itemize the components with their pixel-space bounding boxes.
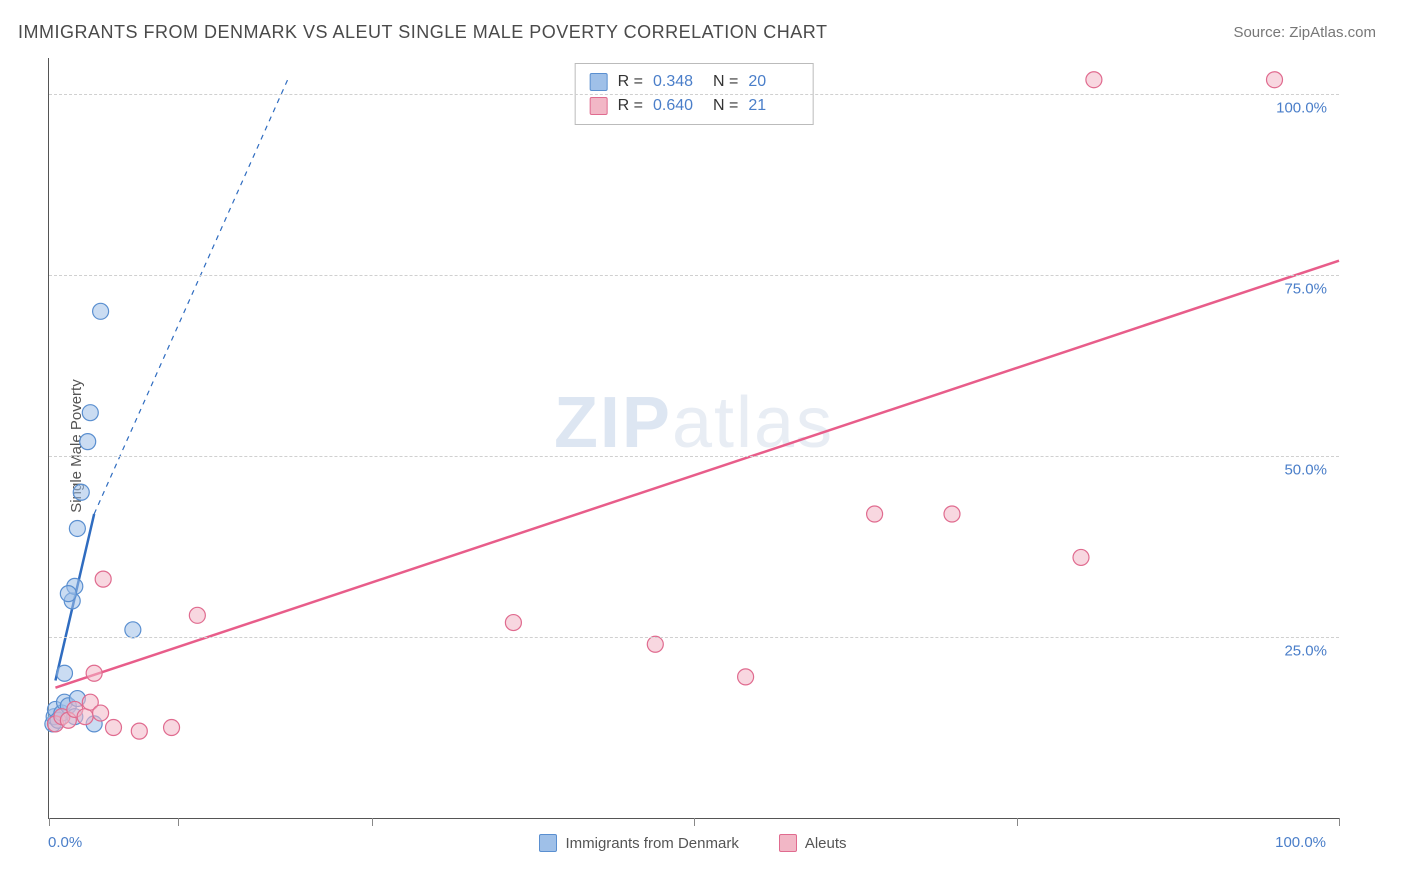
chart-svg xyxy=(49,58,1339,818)
scatter-point xyxy=(189,607,205,623)
scatter-point xyxy=(93,303,109,319)
gridline-h xyxy=(49,637,1339,638)
scatter-point xyxy=(86,665,102,681)
y-tick-label: 25.0% xyxy=(1284,643,1327,660)
scatter-point xyxy=(944,506,960,522)
page-title: IMMIGRANTS FROM DENMARK VS ALEUT SINGLE … xyxy=(18,22,827,43)
scatter-point xyxy=(647,636,663,652)
scatter-point xyxy=(69,520,85,536)
x-tick xyxy=(178,818,179,826)
x-tick xyxy=(49,818,50,826)
scatter-point xyxy=(82,405,98,421)
scatter-point xyxy=(164,720,180,736)
legend-label: Immigrants from Denmark xyxy=(565,835,738,852)
y-tick-label: 75.0% xyxy=(1284,281,1327,298)
scatter-point xyxy=(125,622,141,638)
scatter-point xyxy=(80,434,96,450)
legend-swatch xyxy=(539,834,557,852)
x-tick xyxy=(372,818,373,826)
scatter-point xyxy=(73,484,89,500)
scatter-point xyxy=(60,586,76,602)
y-tick-label: 50.0% xyxy=(1284,462,1327,479)
scatter-point xyxy=(867,506,883,522)
scatter-point xyxy=(93,705,109,721)
scatter-point xyxy=(505,615,521,631)
scatter-point xyxy=(1267,72,1283,88)
source-credit: Source: ZipAtlas.com xyxy=(1233,24,1376,41)
scatter-point xyxy=(77,709,93,725)
y-tick-label: 100.0% xyxy=(1276,100,1327,117)
series-legend: Immigrants from Denmark Aleuts xyxy=(48,834,1338,852)
scatter-point xyxy=(131,723,147,739)
scatter-point xyxy=(1073,549,1089,565)
legend-item: Aleuts xyxy=(779,834,847,852)
scatter-point xyxy=(56,665,72,681)
x-tick xyxy=(1017,818,1018,826)
scatter-point xyxy=(95,571,111,587)
legend-item: Immigrants from Denmark xyxy=(539,834,738,852)
gridline-h xyxy=(49,94,1339,95)
x-tick xyxy=(1339,818,1340,826)
legend-swatch xyxy=(779,834,797,852)
scatter-point xyxy=(738,669,754,685)
plot-area: ZIPatlas R =0.348N =20R =0.640N =21 25.0… xyxy=(48,58,1339,819)
legend-label: Aleuts xyxy=(805,835,847,852)
gridline-h xyxy=(49,456,1339,457)
x-tick xyxy=(694,818,695,826)
trend-line xyxy=(55,261,1339,688)
gridline-h xyxy=(49,275,1339,276)
trend-line-dashed xyxy=(94,80,288,514)
scatter-point xyxy=(106,720,122,736)
scatter-point xyxy=(1086,72,1102,88)
